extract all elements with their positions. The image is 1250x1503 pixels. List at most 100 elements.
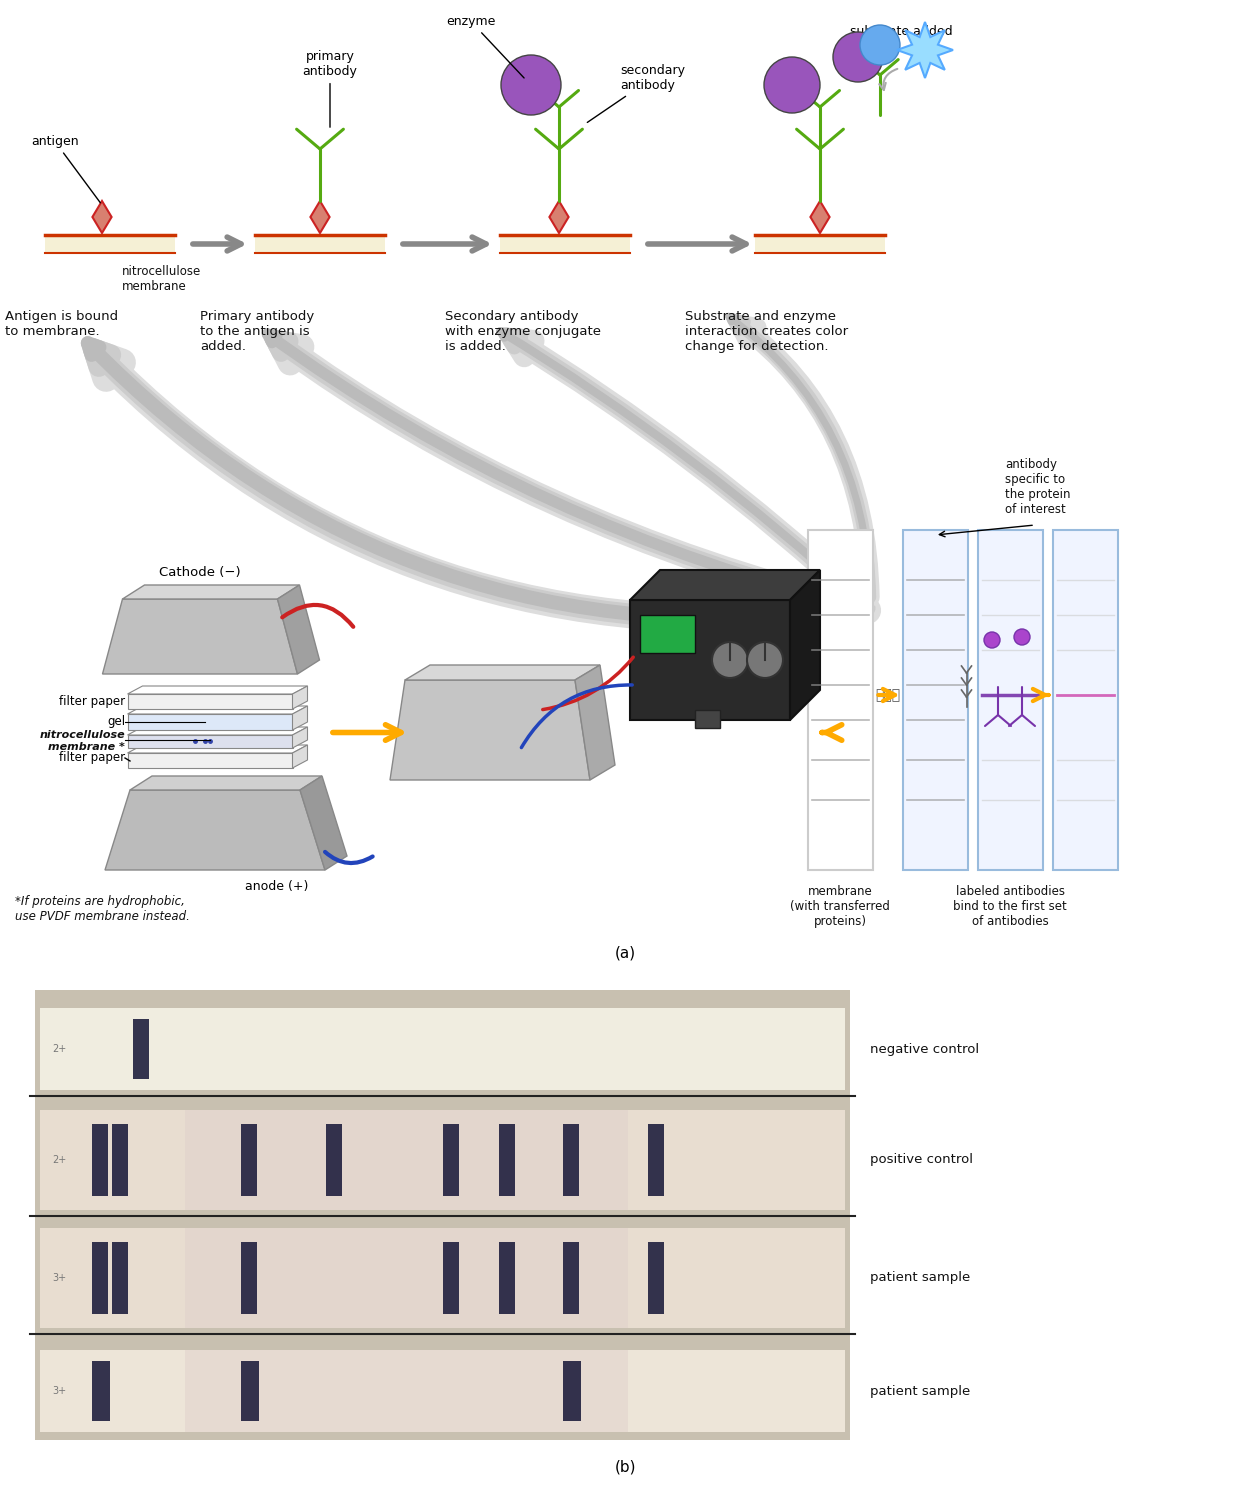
Polygon shape [575, 664, 615, 780]
Polygon shape [292, 727, 308, 748]
Polygon shape [300, 776, 348, 870]
FancyBboxPatch shape [695, 709, 720, 727]
FancyBboxPatch shape [112, 1241, 129, 1314]
Circle shape [1014, 628, 1030, 645]
Text: Primary antibody
to the antigen is
added.: Primary antibody to the antigen is added… [200, 310, 314, 353]
FancyBboxPatch shape [132, 1019, 149, 1079]
FancyBboxPatch shape [40, 1009, 845, 1090]
FancyBboxPatch shape [185, 1228, 628, 1329]
Polygon shape [405, 664, 600, 679]
Text: primary
antibody: primary antibody [302, 50, 358, 128]
Text: patient sample: patient sample [870, 1384, 970, 1398]
Text: negative control: negative control [870, 1043, 979, 1055]
FancyBboxPatch shape [35, 990, 850, 1440]
Polygon shape [92, 201, 111, 233]
FancyBboxPatch shape [40, 1350, 845, 1432]
FancyBboxPatch shape [241, 1241, 258, 1314]
Text: Antigen is bound
to membrane.: Antigen is bound to membrane. [5, 310, 118, 338]
Polygon shape [130, 776, 322, 791]
Polygon shape [102, 600, 298, 673]
Text: anode (+): anode (+) [245, 879, 309, 893]
Circle shape [748, 642, 782, 678]
Polygon shape [127, 735, 292, 748]
FancyBboxPatch shape [92, 1124, 109, 1196]
FancyBboxPatch shape [648, 1241, 664, 1314]
FancyBboxPatch shape [45, 234, 175, 253]
FancyBboxPatch shape [1052, 531, 1118, 870]
Polygon shape [292, 745, 308, 768]
FancyBboxPatch shape [500, 234, 630, 253]
Text: labeled antibodies
bind to the first set
of antibodies: labeled antibodies bind to the first set… [954, 885, 1068, 927]
Text: Substrate and enzyme
interaction creates color
change for detection.: Substrate and enzyme interaction creates… [685, 310, 848, 353]
Text: 2+: 2+ [52, 1154, 66, 1165]
Text: (b): (b) [614, 1459, 636, 1474]
Polygon shape [292, 685, 308, 709]
FancyBboxPatch shape [92, 1362, 110, 1420]
Circle shape [832, 32, 882, 83]
Text: antibody
specific to
the protein
of interest: antibody specific to the protein of inte… [1005, 458, 1070, 516]
Polygon shape [278, 585, 320, 673]
Polygon shape [790, 570, 820, 720]
Polygon shape [310, 201, 330, 233]
FancyBboxPatch shape [40, 1111, 845, 1210]
Polygon shape [127, 753, 292, 768]
Text: filter paper: filter paper [59, 694, 125, 708]
Text: nitrocellulose
membrane: nitrocellulose membrane [122, 265, 201, 293]
Polygon shape [127, 745, 308, 753]
FancyBboxPatch shape [92, 1241, 109, 1314]
Polygon shape [127, 727, 308, 735]
Circle shape [764, 57, 820, 113]
Text: gel: gel [107, 715, 125, 729]
FancyBboxPatch shape [112, 1124, 129, 1196]
Polygon shape [292, 706, 308, 730]
Polygon shape [630, 570, 820, 600]
Circle shape [501, 56, 561, 116]
Text: nitrocellulose
membrane *: nitrocellulose membrane * [40, 730, 125, 752]
Circle shape [860, 26, 900, 65]
Text: 2+: 2+ [52, 1045, 66, 1054]
Text: enzyme: enzyme [446, 15, 524, 78]
Polygon shape [898, 23, 952, 78]
Text: secondary
antibody: secondary antibody [588, 65, 685, 122]
Text: 3+: 3+ [52, 1273, 66, 1284]
FancyBboxPatch shape [499, 1241, 515, 1314]
Polygon shape [127, 685, 308, 694]
Text: Cathode (−): Cathode (−) [159, 567, 241, 579]
Polygon shape [390, 679, 590, 780]
Text: (a): (a) [615, 945, 635, 960]
FancyBboxPatch shape [564, 1362, 581, 1420]
FancyBboxPatch shape [564, 1241, 579, 1314]
FancyBboxPatch shape [255, 234, 385, 253]
FancyBboxPatch shape [241, 1124, 258, 1196]
Text: Secondary antibody
with enzyme conjugate
is added.: Secondary antibody with enzyme conjugate… [445, 310, 601, 353]
Text: 3+: 3+ [52, 1386, 66, 1396]
Text: antigen: antigen [31, 135, 100, 203]
FancyBboxPatch shape [185, 1350, 628, 1432]
FancyBboxPatch shape [185, 1111, 628, 1210]
Circle shape [984, 631, 1000, 648]
Text: filter paper: filter paper [59, 752, 125, 765]
FancyBboxPatch shape [442, 1124, 459, 1196]
FancyBboxPatch shape [648, 1124, 664, 1196]
FancyBboxPatch shape [564, 1124, 579, 1196]
Text: ↆↆↆ: ↆↆↆ [875, 688, 900, 702]
Polygon shape [105, 791, 325, 870]
Text: *If proteins are hydrophobic,
use PVDF membrane instead.: *If proteins are hydrophobic, use PVDF m… [15, 894, 190, 923]
Polygon shape [122, 585, 300, 600]
Polygon shape [127, 706, 308, 714]
Polygon shape [127, 714, 292, 730]
FancyBboxPatch shape [442, 1241, 459, 1314]
Polygon shape [810, 201, 830, 233]
Polygon shape [127, 694, 292, 709]
FancyBboxPatch shape [978, 531, 1042, 870]
FancyBboxPatch shape [40, 1228, 845, 1329]
Circle shape [712, 642, 747, 678]
FancyBboxPatch shape [640, 615, 695, 652]
FancyBboxPatch shape [241, 1362, 259, 1420]
Text: substrate added: substrate added [850, 26, 953, 38]
FancyBboxPatch shape [326, 1124, 341, 1196]
FancyBboxPatch shape [902, 531, 968, 870]
FancyBboxPatch shape [755, 234, 885, 253]
Polygon shape [550, 201, 569, 233]
FancyBboxPatch shape [499, 1124, 515, 1196]
